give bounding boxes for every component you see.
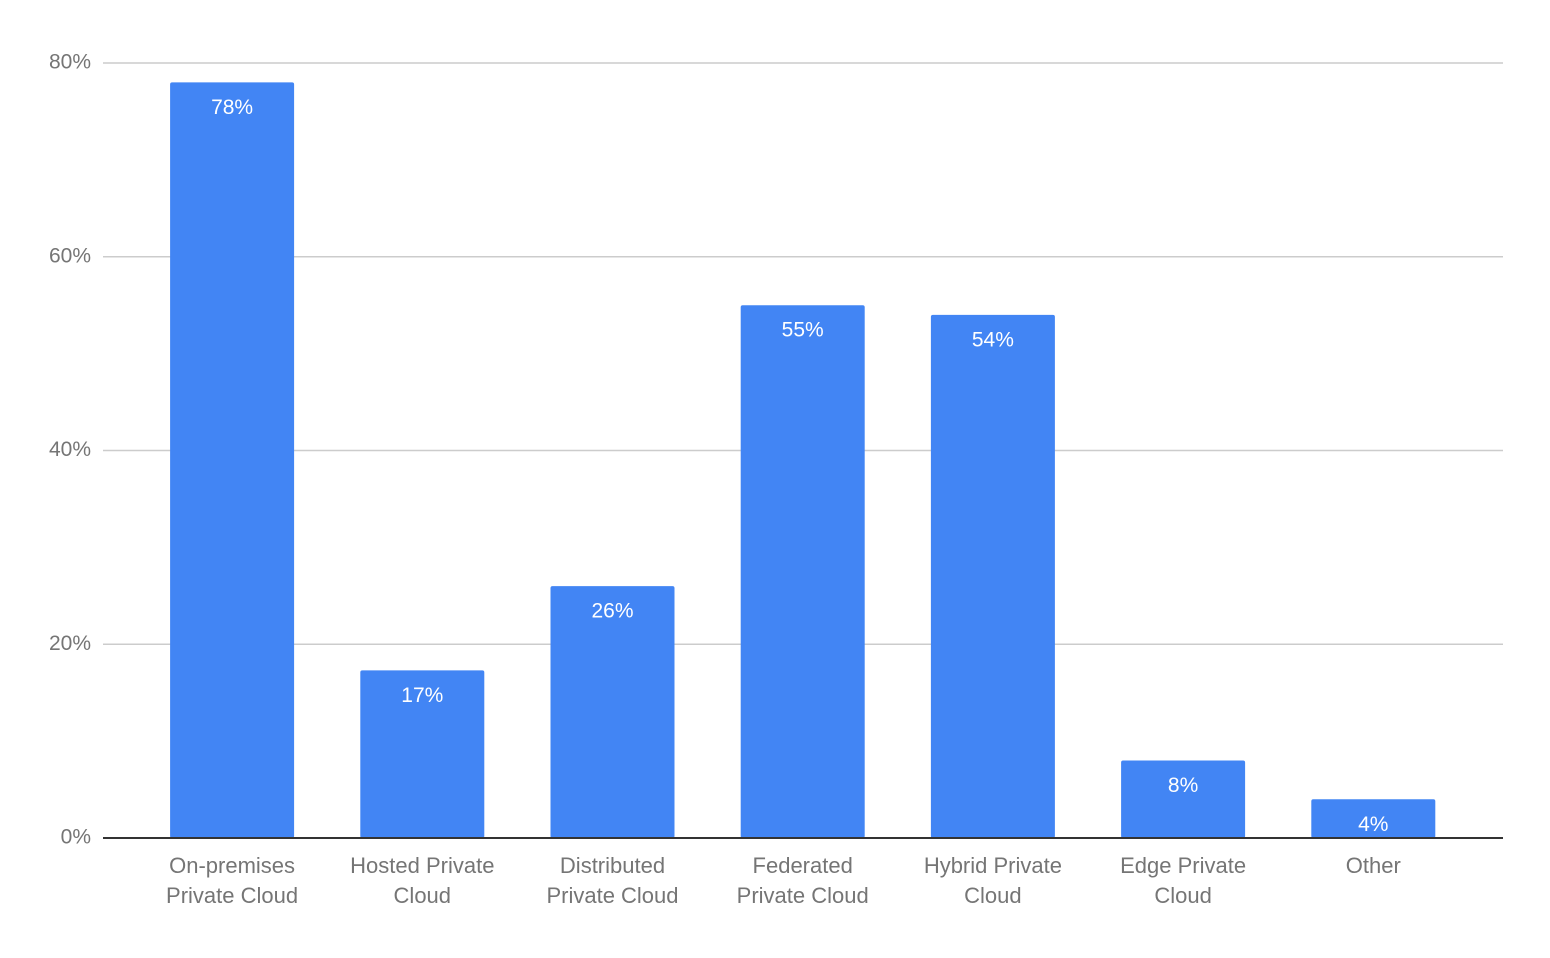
x-tick-label: Hybrid Private Cloud xyxy=(923,853,1062,908)
bar xyxy=(1311,799,1436,838)
x-tick-label: Federated Private Cloud xyxy=(736,853,869,908)
bar xyxy=(1121,760,1246,838)
value-label: 54% xyxy=(972,328,1014,351)
y-tick-label: 40% xyxy=(49,438,91,461)
y-tick-label: 20% xyxy=(49,632,91,655)
bar xyxy=(170,82,295,838)
x-tick-label: Other xyxy=(1345,853,1401,878)
value-label: 55% xyxy=(782,319,824,342)
x-tick-label: Distributed Private Cloud xyxy=(546,853,679,908)
bar xyxy=(740,305,865,838)
y-tick-label: 80% xyxy=(49,51,91,74)
y-tick-label: 0% xyxy=(61,826,91,849)
bar xyxy=(360,670,485,838)
x-tick-label: Hosted Private Cloud xyxy=(350,853,495,908)
y-tick-label: 60% xyxy=(49,244,91,267)
x-tick-label: On-premises Private Cloud xyxy=(166,853,299,908)
x-tick-label: Edge Private Cloud xyxy=(1120,853,1247,908)
value-label: 17% xyxy=(401,684,443,707)
value-label: 78% xyxy=(211,96,253,119)
bar xyxy=(930,314,1055,838)
value-label: 26% xyxy=(591,600,633,623)
value-label: 8% xyxy=(1168,774,1198,797)
bar xyxy=(550,586,675,838)
value-label: 4% xyxy=(1358,813,1388,836)
